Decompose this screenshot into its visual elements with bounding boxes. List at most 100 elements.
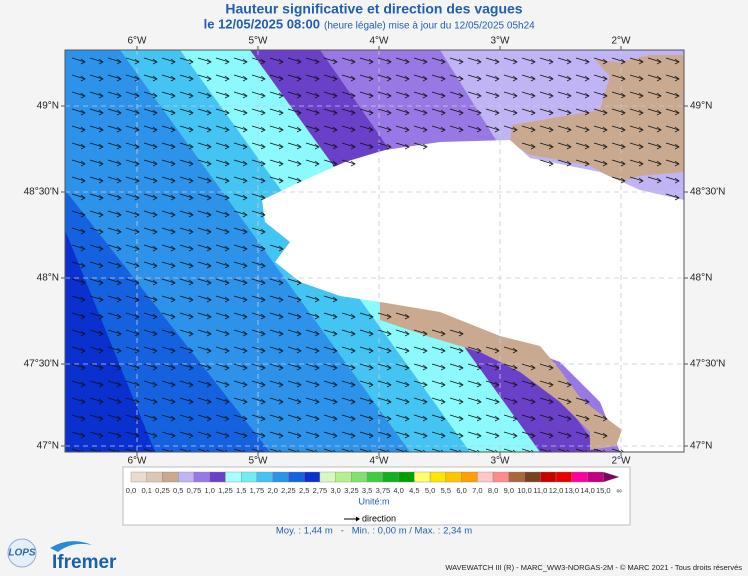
wave-arrow	[323, 380, 338, 386]
wave-arrow-head	[170, 228, 176, 235]
wave-arrow	[161, 193, 176, 199]
wave-arrow	[449, 74, 464, 80]
wave-arrow	[305, 125, 320, 131]
wave-arrow	[467, 363, 482, 369]
wave-arrow	[179, 414, 194, 420]
wave-arrow	[233, 414, 248, 420]
wave-arrow	[107, 261, 122, 267]
wave-arrow	[503, 397, 518, 403]
wave-arrow	[575, 57, 590, 63]
wave-arrow	[485, 431, 500, 437]
colorbar-cell	[540, 471, 557, 483]
wave-arrow-head	[242, 109, 248, 116]
wave-arrow	[215, 363, 230, 369]
wave-arrow	[287, 159, 302, 165]
wave-arrow-head	[422, 330, 428, 337]
wave-arrow-head	[116, 313, 122, 320]
wave-arrow	[143, 210, 158, 216]
wave-arrow	[557, 74, 572, 80]
wave-arrow-head	[656, 177, 662, 184]
wave-arrow	[413, 125, 428, 131]
wave-arrow	[341, 431, 356, 437]
colorbar-label: 0,5	[173, 486, 183, 495]
wave-arrow	[395, 91, 410, 97]
wave-arrow	[485, 346, 500, 352]
wave-arrow	[161, 244, 176, 250]
wave-arrow	[269, 91, 284, 97]
wave-arrow-head	[494, 109, 500, 116]
wave-arrow-head	[548, 364, 554, 371]
wave-arrow	[341, 125, 356, 131]
colorbar-cell	[303, 471, 321, 483]
wave-arrow	[413, 397, 428, 403]
wave-arrow	[467, 448, 479, 452]
wave-arrow	[71, 142, 86, 148]
wave-arrow	[89, 261, 104, 267]
wave-arrow-head	[638, 177, 644, 184]
wave-arrow-head	[260, 347, 266, 354]
wave-arrow-head	[494, 398, 500, 405]
wave-arrow	[665, 91, 680, 97]
lops-logo-shape	[7, 538, 37, 568]
wave-arrow	[665, 176, 680, 182]
wave-arrow-head	[602, 160, 608, 167]
wave-arrow	[467, 74, 482, 80]
wave-arrow-head	[260, 143, 266, 150]
wave-arrow	[215, 244, 230, 250]
wave-arrow-head	[476, 415, 482, 422]
wave-arrow	[449, 125, 464, 131]
colorbar-cell	[130, 471, 147, 483]
wave-arrow	[323, 295, 338, 301]
wave-arrow-head	[602, 143, 608, 150]
wave-arrow-head	[224, 381, 230, 388]
colorbar-cell	[256, 471, 273, 483]
wave-arrow	[233, 329, 248, 335]
wave-arrow-head	[242, 211, 248, 218]
wave-arrow	[629, 159, 644, 165]
colorbar-cell	[272, 471, 289, 483]
wave-arrow-head	[440, 415, 446, 422]
wave-arrow	[557, 159, 572, 165]
wave-arrow-head	[278, 109, 284, 116]
colorbar-cell	[461, 471, 478, 483]
wave-arrow-head	[224, 143, 230, 150]
ifremer-swoosh	[50, 541, 92, 552]
wave-arrow	[125, 108, 140, 114]
wave-arrow	[107, 278, 122, 284]
wave-arrow	[251, 380, 266, 386]
wave-arrow	[179, 125, 194, 131]
wave-arrow	[71, 125, 86, 131]
wave-arrow	[593, 448, 605, 452]
wave-arrow	[557, 397, 572, 403]
wave-arrow-head	[656, 160, 662, 167]
wave-arrow-head	[620, 449, 625, 452]
wave-arrow-head	[476, 364, 482, 371]
wave-arrow-head	[278, 126, 284, 133]
wave-arrow-head	[296, 364, 302, 371]
wave-arrow	[593, 431, 608, 437]
wave-arrow-head	[224, 262, 230, 269]
wave-arrow	[179, 142, 194, 148]
wave-arrow	[107, 380, 122, 386]
wave-arrow-head	[386, 58, 392, 65]
wave-arrow-head	[602, 415, 608, 422]
wave-arrow-head	[152, 177, 158, 184]
lon-label: 2°W	[612, 456, 632, 467]
wave-arrow-head	[512, 347, 518, 354]
wave-arrow	[431, 346, 446, 352]
wave-arrow	[197, 125, 212, 131]
wave-arrow	[341, 329, 356, 335]
wave-arrow	[179, 210, 194, 216]
wave-arrow	[359, 397, 374, 403]
wave-arrow-head	[314, 75, 320, 82]
wave-arrow	[431, 397, 446, 403]
wave-arrow	[125, 312, 140, 318]
wave-arrow	[161, 295, 176, 301]
wave-arrow	[485, 397, 500, 403]
wave-arrow	[575, 397, 590, 403]
wave-arrow	[377, 448, 389, 452]
wave-arrow	[611, 108, 626, 114]
wave-arrow-head	[386, 347, 392, 354]
wave-arrow-head	[530, 449, 535, 452]
wave-arrow	[287, 142, 302, 148]
